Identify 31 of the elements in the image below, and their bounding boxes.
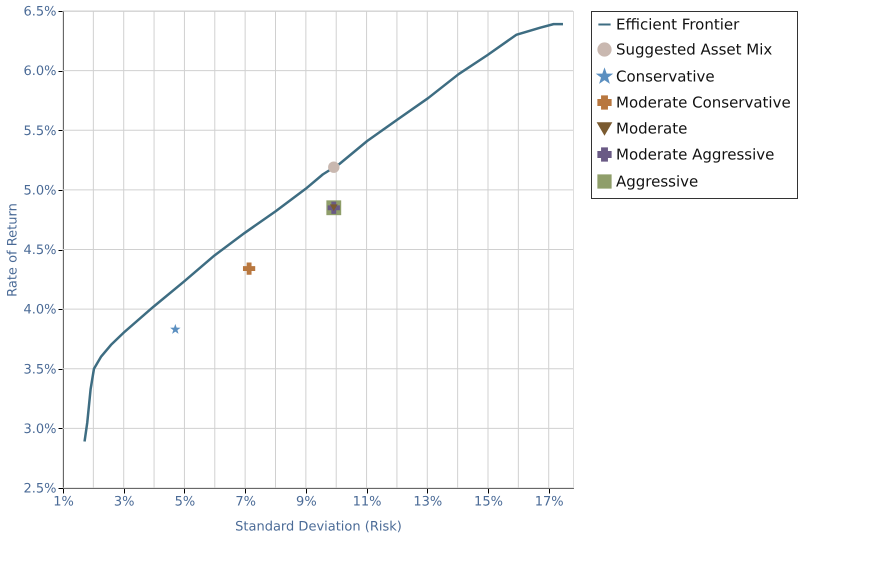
y-tick-label: 4.0% [23, 302, 56, 318]
y-tick-label: 6.5% [23, 4, 56, 20]
point [242, 262, 256, 275]
line-series [83, 22, 564, 443]
legend-label: Efficient Frontier [616, 16, 740, 34]
y-tick-label: 5.5% [23, 124, 56, 139]
x-tick-label: 15% [474, 494, 503, 510]
legend-label: Conservative [616, 68, 715, 86]
x-tick-label: 5% [174, 494, 196, 510]
y-tick-label: 2.5% [23, 482, 56, 496]
x-tick-label: 17% [534, 494, 564, 510]
x-tick-label: 1% [53, 494, 74, 510]
x-axis-title: Standard Deviation (Risk) [235, 520, 402, 534]
legend-label: Moderate Conservative [616, 94, 791, 112]
x-tick-label: 7% [235, 494, 256, 510]
y-tick-label: 3.5% [23, 362, 56, 378]
point [170, 324, 181, 334]
x-tick-label: 3% [114, 494, 135, 510]
legend-label: Moderate Aggressive [616, 146, 774, 164]
x-tick-label: 11% [352, 494, 382, 510]
legend-label: Suggested Asset Mix [616, 40, 772, 58]
y-tick-label: 5.0% [23, 183, 56, 198]
x-tick-label: 9% [296, 494, 317, 510]
y-tick-label: 3.0% [23, 422, 56, 437]
y-axis-title: Rate of Return [5, 203, 20, 297]
y-tick-label: 4.5% [23, 243, 56, 258]
legend-label: Aggressive [616, 172, 698, 190]
legend-label: Moderate [616, 120, 688, 138]
y-tick-label: 6.0% [23, 64, 56, 80]
point [328, 162, 340, 173]
x-tick-label: 13% [413, 494, 442, 510]
